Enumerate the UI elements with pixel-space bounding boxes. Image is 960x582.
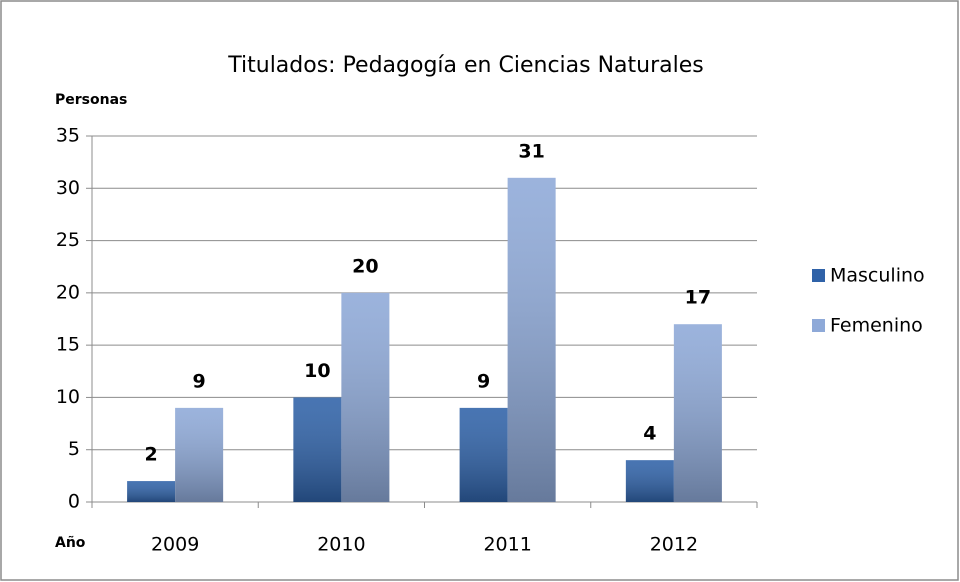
y-tick-label: 0 — [68, 491, 80, 513]
y-tick-label: 35 — [56, 125, 80, 147]
y-tick-label: 20 — [56, 281, 80, 303]
y-tick-label: 15 — [56, 334, 80, 356]
x-tick-label: 2011 — [483, 534, 531, 556]
bar-shade — [625, 460, 674, 502]
x-tick-label: 2012 — [650, 534, 698, 556]
legend-label: Masculino — [830, 265, 925, 287]
bar-shade — [459, 407, 508, 502]
bar-shade — [175, 407, 224, 502]
y-tick-label: 25 — [56, 229, 80, 251]
bar-shade — [127, 481, 176, 502]
legend-swatch — [812, 269, 825, 282]
data-label: 4 — [643, 423, 656, 445]
x-tick-label: 2009 — [151, 534, 199, 556]
x-tick-label: 2010 — [317, 534, 365, 556]
y-tick-label: 5 — [68, 438, 80, 460]
bar-shade — [293, 397, 342, 502]
data-label: 17 — [685, 287, 711, 309]
legend-label: Femenino — [830, 315, 923, 337]
chart-title: Titulados: Pedagogía en Ciencias Natural… — [227, 53, 703, 78]
bar-shade — [673, 324, 722, 502]
data-label: 2 — [145, 444, 158, 466]
x-axis-label: Año — [55, 535, 86, 551]
y-axis-label: Personas — [55, 92, 127, 108]
data-label: 9 — [477, 370, 490, 392]
bar-shade — [341, 292, 390, 502]
y-tick-label: 30 — [56, 177, 80, 199]
bar-shade — [507, 177, 556, 503]
legend-swatch — [812, 319, 825, 332]
data-label: 31 — [518, 140, 544, 162]
data-label: 9 — [193, 370, 206, 392]
y-tick-label: 10 — [56, 386, 80, 408]
data-label: 20 — [352, 255, 378, 277]
data-label: 10 — [304, 360, 330, 382]
